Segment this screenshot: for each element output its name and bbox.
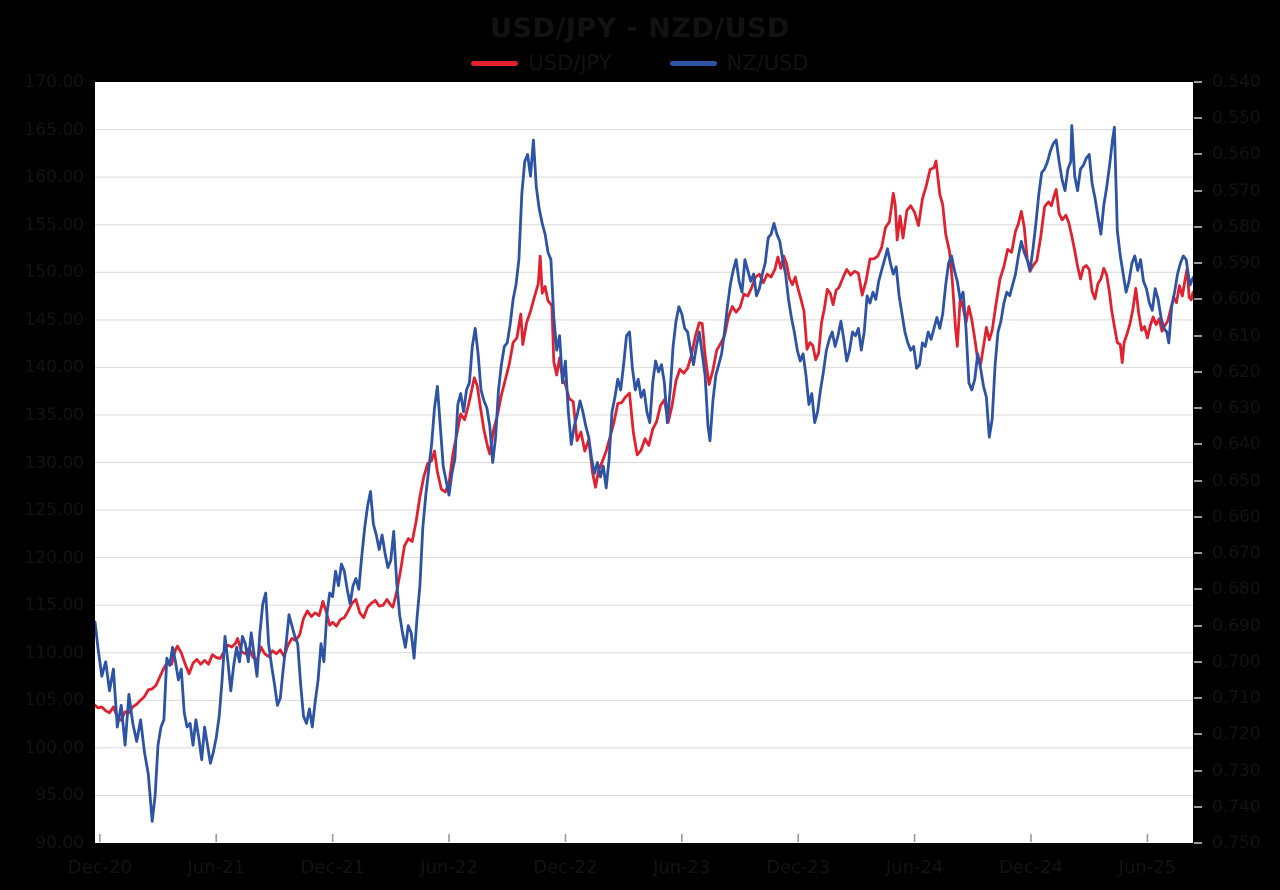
y-tick-label-right: 0.570 (1212, 180, 1261, 201)
y-tick-label-left: 145.00 (24, 309, 84, 330)
y-tick-label-right: 0.600 (1212, 289, 1261, 310)
y-tick-label-left: 125.00 (24, 500, 84, 521)
y-tick-mark-right (1194, 660, 1202, 663)
legend: USD/JPY NZ/USD (0, 51, 1280, 75)
y-tick-label-right: 0.700 (1212, 651, 1261, 672)
x-tick-label: Jun-22 (420, 857, 478, 878)
y-tick-label-right: 0.540 (1212, 72, 1261, 92)
y-tick-label-left: 105.00 (24, 690, 84, 711)
y-tick-mark-right (1194, 697, 1202, 700)
y-tick-mark-right (1194, 479, 1202, 482)
y-tick-mark-right (1194, 117, 1202, 120)
y-tick-label-right: 0.750 (1212, 833, 1261, 853)
x-tick-label: Dec-24 (998, 857, 1064, 878)
x-tick-label: Dec-23 (766, 857, 831, 878)
y-tick-label-right: 0.640 (1212, 434, 1261, 455)
y-tick-label-right: 0.650 (1212, 470, 1261, 491)
y-tick-mark-right (1194, 407, 1202, 410)
legend-label-nzusd: NZ/USD (726, 51, 809, 75)
y-tick-label-left: 120.00 (24, 547, 84, 568)
y-tick-mark-right (1194, 81, 1202, 83)
y-tick-label-right: 0.660 (1212, 506, 1261, 527)
y-tick-mark-right (1194, 515, 1202, 518)
y-tick-mark-right (1194, 189, 1202, 192)
y-tick-label-left: 170.00 (24, 72, 84, 92)
chart-title: USD/JPY - NZD/USD (490, 13, 790, 44)
y-tick-mark-right (1194, 334, 1202, 337)
legend-item-nzusd: NZ/USD (669, 51, 809, 75)
x-tick-label: Jun-21 (187, 857, 245, 878)
y-tick-label-left: 115.00 (24, 595, 84, 616)
chart-canvas (95, 124, 1193, 842)
x-tick-label: Dec-22 (533, 857, 598, 878)
y-tick-label-right: 0.560 (1212, 144, 1261, 165)
y-tick-label-right: 0.580 (1212, 216, 1261, 237)
y-tick-mark-right (1194, 443, 1202, 446)
plot-area (95, 82, 1193, 843)
y-tick-label-right: 0.630 (1212, 398, 1261, 419)
series-line-nz-usd (95, 124, 1193, 823)
y-tick-label-left: 90.00 (35, 833, 84, 853)
y-tick-mark-right (1194, 225, 1202, 228)
legend-swatch-nzusd (669, 60, 717, 66)
y-tick-label-right: 0.720 (1212, 724, 1261, 745)
y-tick-mark-right (1194, 805, 1202, 808)
y-tick-label-right: 0.550 (1212, 108, 1261, 129)
x-tick-label: Jun-23 (653, 857, 711, 878)
y-tick-label-right: 0.740 (1212, 796, 1261, 817)
y-tick-label-left: 100.00 (24, 737, 84, 758)
y-tick-label-left: 130.00 (24, 452, 84, 473)
y-tick-label-right: 0.690 (1212, 615, 1261, 636)
y-tick-label-right: 0.680 (1212, 579, 1261, 600)
y-tick-mark-right (1194, 298, 1202, 301)
y-tick-mark-right (1194, 588, 1202, 591)
y-tick-label-left: 135.00 (24, 404, 84, 425)
y-tick-label-left: 110.00 (24, 642, 84, 663)
y-tick-label-left: 95.00 (35, 785, 84, 806)
y-tick-label-right: 0.710 (1212, 688, 1261, 709)
y-tick-label-right: 0.610 (1212, 325, 1261, 346)
y-tick-mark-right (1194, 262, 1202, 265)
legend-item-usdjpy: USD/JPY (471, 51, 612, 75)
y-tick-mark-right (1194, 370, 1202, 373)
x-tick-label: Jun-25 (1118, 857, 1177, 878)
y-tick-label-right: 0.590 (1212, 253, 1261, 274)
y-tick-label-left: 155.00 (24, 214, 84, 235)
y-tick-mark-right (1194, 624, 1202, 627)
x-tick-label: Jun-24 (885, 857, 944, 878)
legend-label-usdjpy: USD/JPY (528, 51, 612, 75)
y-tick-label-left: 165.00 (24, 119, 84, 140)
y-tick-mark-right (1194, 733, 1202, 736)
y-tick-mark-right (1194, 842, 1202, 844)
y-tick-mark-right (1194, 153, 1202, 156)
y-tick-label-left: 160.00 (24, 167, 84, 188)
y-tick-label-left: 150.00 (24, 262, 84, 283)
y-tick-label-right: 0.670 (1212, 543, 1261, 564)
y-tick-mark-right (1194, 769, 1202, 772)
legend-swatch-usdjpy (471, 60, 519, 66)
y-tick-label-left: 140.00 (24, 357, 84, 378)
y-tick-label-right: 0.620 (1212, 361, 1261, 382)
x-tick-label: Dec-21 (300, 857, 365, 878)
x-tick-label: Dec-20 (67, 857, 132, 878)
y-tick-mark-right (1194, 552, 1202, 555)
y-tick-label-right: 0.730 (1212, 760, 1261, 781)
